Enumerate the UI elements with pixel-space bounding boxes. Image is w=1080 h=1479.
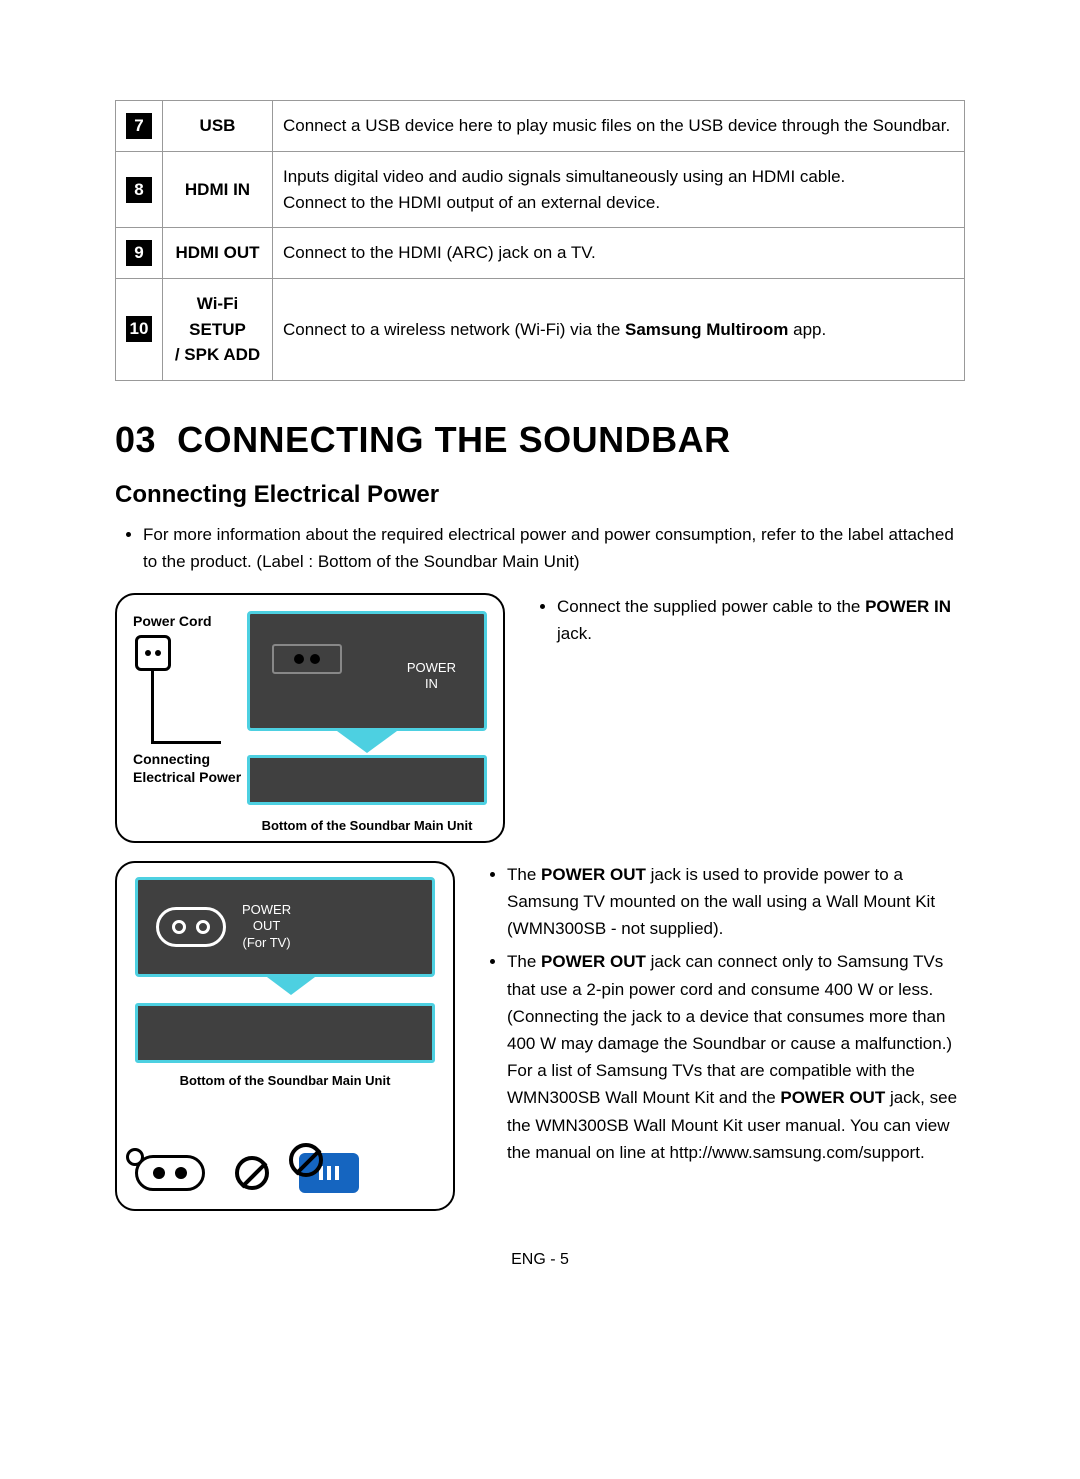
connector-icon [272,644,342,674]
section-heading: 03 CONNECTING THE SOUNDBAR [115,419,965,461]
diagram-caption: Bottom of the Soundbar Main Unit [135,1073,435,1088]
zoom-panel: POWER IN [247,611,487,731]
plug-icon [135,635,171,671]
list-item: For more information about the required … [143,521,965,575]
power-in-diagram: Power Cord Connecting Electrical Power P… [115,593,505,843]
socket-icon [156,907,226,947]
three-pin-socket-icon [299,1153,359,1193]
power-out-label: POWER OUT (For TV) [242,902,291,953]
port-number-badge: 7 [126,113,152,139]
prohibited-icon [235,1156,269,1190]
port-label: HDMI OUT [163,228,273,279]
list-item: Connect the supplied power cable to the … [557,593,965,647]
two-pin-plug-icon [135,1155,205,1191]
page-number: ENG - 5 [115,1251,965,1269]
cable-icon [151,741,221,744]
power-cord-label: Power Cord [133,613,212,629]
soundbar-unit-icon [135,1003,435,1063]
intro-list: For more information about the required … [115,521,965,575]
table-row: 7 USB Connect a USB device here to play … [116,101,965,152]
ports-table: 7 USB Connect a USB device here to play … [115,100,965,381]
port-label: USB [163,101,273,152]
port-label: Wi-Fi SETUP / SPK ADD [163,279,273,381]
power-out-instructions: The POWER OUT jack is used to provide po… [479,861,965,1166]
port-number-badge: 8 [126,177,152,203]
list-item: The POWER OUT jack can connect only to S… [507,948,965,1166]
port-description: Connect to a wireless network (Wi-Fi) vi… [273,279,965,381]
power-in-instructions: Connect the supplied power cable to the … [529,593,965,647]
connecting-label: Connecting Electrical Power [133,750,241,786]
power-out-diagram: POWER OUT (For TV) Bottom of the Soundba… [115,861,455,1211]
port-description: Connect a USB device here to play music … [273,101,965,152]
callout-triangle-icon [267,977,315,995]
compatibility-icons [135,1153,435,1193]
table-row: 10 Wi-Fi SETUP / SPK ADD Connect to a wi… [116,279,965,381]
soundbar-unit-icon [247,755,487,805]
port-description: Connect to the HDMI (ARC) jack on a TV. [273,228,965,279]
power-in-label: POWER IN [407,660,456,693]
prohibited-icon [289,1143,323,1177]
table-row: 9 HDMI OUT Connect to the HDMI (ARC) jac… [116,228,965,279]
zoom-panel: POWER OUT (For TV) [135,877,435,977]
cable-icon [151,671,154,741]
list-item: The POWER OUT jack is used to provide po… [507,861,965,943]
callout-triangle-icon [337,731,397,753]
subsection-heading: Connecting Electrical Power [115,481,965,509]
table-row: 8 HDMI IN Inputs digital video and audio… [116,152,965,228]
port-number-badge: 10 [126,316,152,342]
port-number-badge: 9 [126,240,152,266]
diagram-caption: Bottom of the Soundbar Main Unit [247,818,487,833]
port-description: Inputs digital video and audio signals s… [273,152,965,228]
port-label: HDMI IN [163,152,273,228]
